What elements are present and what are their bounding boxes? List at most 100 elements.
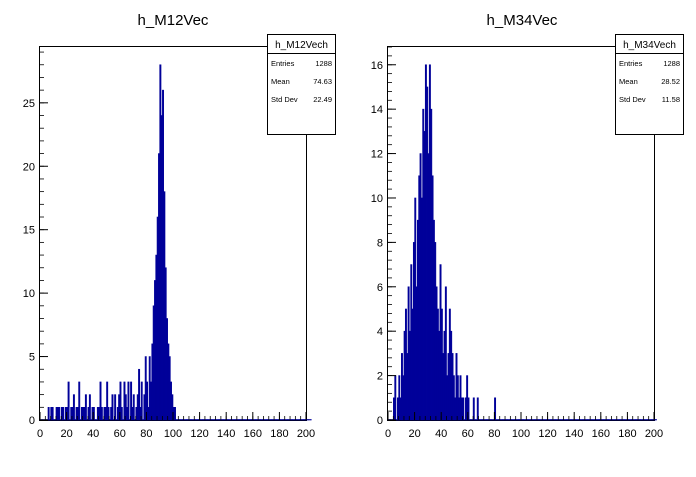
histogram-bin — [99, 381, 102, 421]
stats-box-frame — [267, 34, 336, 135]
histogram-bin — [58, 407, 61, 421]
y-tick-label: 12 — [371, 149, 383, 161]
histogram-bin — [472, 397, 475, 421]
y-tick-label: 0 — [377, 415, 383, 427]
histogram-bars — [387, 64, 657, 421]
histogram-bin — [174, 407, 176, 421]
x-tick-label: 200 — [297, 428, 315, 440]
x-tick-label: 20 — [60, 428, 72, 440]
y-tick-label: 14 — [371, 104, 383, 116]
y-tick-label: 10 — [371, 193, 383, 205]
x-tick-label: 0 — [385, 428, 391, 440]
stats-mean-value: 28.52 — [661, 77, 680, 86]
histogram-bin — [132, 394, 135, 421]
histogram-bin — [140, 381, 143, 421]
histogram-bin — [655, 419, 657, 421]
x-tick-label: 0 — [37, 428, 43, 440]
histogram-bin — [444, 286, 447, 421]
histogram-bin — [84, 394, 87, 421]
x-tick-label: 160 — [592, 428, 610, 440]
x-tick-label: 40 — [87, 428, 99, 440]
histogram-bin — [78, 381, 81, 421]
histogram-bin — [494, 397, 497, 421]
stats-entries-label: Entries — [271, 59, 295, 68]
x-tick-label: 100 — [512, 428, 530, 440]
histogram-bin — [146, 381, 149, 421]
histogram-bin — [72, 394, 75, 421]
stats-box-frame — [615, 34, 684, 135]
y-tick-label: 5 — [29, 352, 35, 364]
plot-frame — [387, 46, 655, 421]
y-tick-label: 16 — [371, 60, 383, 72]
histogram-bin — [394, 375, 397, 421]
x-tick-label: 60 — [114, 428, 126, 440]
y-tick-label: 10 — [23, 288, 35, 300]
histogram-bin — [467, 397, 470, 421]
histogram-title: h_M12Vec — [138, 12, 209, 29]
pad-right: h_M34Vec 0 20 40 60 80 100 120 140 160 180 200 0 2 4… — [371, 12, 684, 440]
stats-mean-label: Mean — [271, 77, 290, 86]
histogram-bin — [120, 407, 123, 421]
stats-stddev-value: 22.49 — [313, 95, 332, 104]
x-tick-label: 60 — [462, 428, 474, 440]
stats-box-name: h_M12Vech — [275, 40, 328, 51]
histogram-bin — [119, 381, 122, 421]
histogram-bin — [309, 419, 312, 421]
y-tick-label: 25 — [23, 98, 35, 110]
stats-entries-value: 1288 — [315, 59, 332, 68]
x-tick-label: 80 — [488, 428, 500, 440]
plot-frame — [39, 46, 307, 421]
y-tick-label: 6 — [377, 282, 383, 294]
y-tick-label: 20 — [23, 161, 35, 173]
histogram-bin — [138, 368, 141, 421]
histogram-bin — [62, 407, 65, 421]
x-tick-label: 200 — [645, 428, 663, 440]
histogram-title: h_M34Vec — [487, 12, 558, 29]
histogram-bin — [106, 381, 109, 421]
histogram-bin — [114, 394, 117, 421]
histogram-bin — [111, 394, 114, 421]
histogram-bin — [47, 407, 50, 421]
y-axis: 0 2 4 6 8 10 12 14 16 — [371, 46, 396, 427]
y-tick-label: 4 — [377, 326, 383, 338]
x-tick-label: 120 — [538, 428, 556, 440]
stats-mean-label: Mean — [619, 77, 638, 86]
histogram-bin — [130, 381, 133, 421]
x-tick-label: 160 — [244, 428, 262, 440]
stats-stddev-label: Std Dev — [619, 95, 646, 104]
x-tick-label: 80 — [140, 428, 152, 440]
x-tick-label: 180 — [270, 428, 288, 440]
stats-box: h_M12Vech Entries 1288 Mean 74.63 Std De… — [267, 34, 336, 135]
histogram-bin — [107, 407, 110, 421]
y-tick-label: 0 — [29, 415, 35, 427]
histogram-bin — [88, 394, 91, 421]
stats-entries-value: 1288 — [663, 59, 680, 68]
histogram-bars — [39, 64, 312, 421]
x-axis: 0 20 40 60 80 100 120 140 160 180 200 — [385, 412, 663, 440]
x-axis: 0 20 40 60 80 100 120 140 160 180 200 — [37, 412, 315, 440]
histogram-bin — [100, 407, 103, 421]
stats-entries-label: Entries — [619, 59, 643, 68]
histogram-bin — [127, 381, 130, 421]
histogram-bin — [476, 397, 479, 421]
x-tick-label: 140 — [565, 428, 583, 440]
histogram-bin — [51, 407, 54, 421]
histogram-bin — [67, 381, 70, 421]
stats-box: h_M34Vech Entries 1288 Mean 28.52 Std De… — [615, 34, 684, 135]
x-tick-label: 180 — [618, 428, 636, 440]
stats-stddev-label: Std Dev — [271, 95, 298, 104]
histogram-bin — [462, 397, 465, 421]
y-tick-label: 2 — [377, 371, 383, 383]
x-tick-label: 120 — [190, 428, 208, 440]
x-tick-label: 140 — [217, 428, 235, 440]
stats-box-name: h_M34Vech — [623, 40, 676, 51]
stats-stddev-value: 11.58 — [662, 95, 680, 104]
y-tick-label: 15 — [23, 225, 35, 237]
x-tick-label: 40 — [435, 428, 447, 440]
pad-left: h_M12Vec 0 20 40 60 80 100 120 140 160 180 200 0 5 1… — [23, 12, 336, 440]
stats-mean-value: 74.63 — [313, 77, 332, 86]
y-tick-label: 8 — [377, 237, 383, 249]
x-tick-label: 20 — [408, 428, 420, 440]
y-axis: 0 5 10 15 20 25 — [23, 51, 48, 427]
